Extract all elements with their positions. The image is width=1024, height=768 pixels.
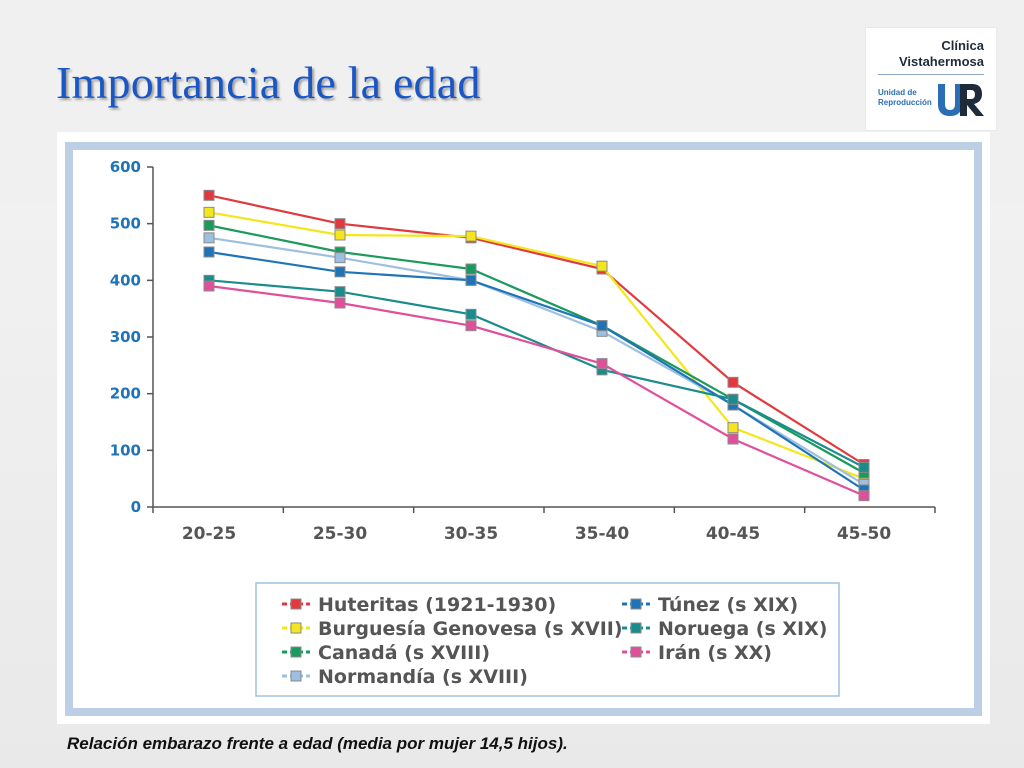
- logo-unit-line1: Unidad de: [878, 88, 917, 97]
- series-line: [208, 284, 865, 497]
- data-point: [465, 230, 477, 242]
- data-point: [203, 219, 215, 231]
- data-point: [858, 461, 870, 473]
- legend-label: Huteritas (1921-1930): [318, 594, 556, 616]
- data-point: [596, 358, 608, 370]
- data-point: [334, 229, 346, 241]
- ur-logo-mark-icon: [938, 84, 984, 116]
- data-point: [203, 232, 215, 244]
- legend-swatch-marker: [290, 646, 302, 658]
- line-chart: 0 100 200 300 400 500 600 20-25 25-30 30-35 35-40 4…: [110, 158, 936, 697]
- clinic-logo: Clínica Vistahermosa Unidad de Reproducc…: [866, 28, 996, 130]
- legend-swatch-marker: [630, 646, 642, 658]
- slide-caption: Relación embarazo frente a edad (media p…: [67, 734, 568, 753]
- data-point: [727, 433, 739, 445]
- chart-frame: 0 100 200 300 400 500 600 20-25 25-30 30-35 35-40 4…: [65, 142, 982, 716]
- data-point: [203, 246, 215, 258]
- y-tick-label: 0: [131, 498, 141, 516]
- legend-label: Noruega (s XIX): [658, 618, 827, 640]
- legend-swatch-marker: [290, 622, 302, 634]
- logo-name-line1: Clínica: [941, 38, 984, 53]
- series-line: [208, 211, 865, 480]
- data-point: [334, 297, 346, 309]
- legend-label: Normandía (s XVIII): [318, 666, 528, 688]
- chart-panel: 0 100 200 300 400 500 600 20-25 25-30 30-35 35-40 4…: [57, 132, 990, 724]
- data-point: [727, 422, 739, 434]
- data-point: [596, 320, 608, 332]
- x-tick-label: 45-50: [837, 524, 892, 544]
- legend-swatch-marker: [290, 670, 302, 682]
- legend-label: Irán (s XX): [658, 642, 772, 664]
- logo-divider: [878, 74, 984, 75]
- data-point: [465, 274, 477, 286]
- y-tick-label: 300: [110, 328, 141, 346]
- series-line: [208, 194, 865, 466]
- data-point: [858, 490, 870, 502]
- data-point: [465, 320, 477, 332]
- x-tick-label: 35-40: [575, 524, 630, 544]
- data-point: [727, 376, 739, 388]
- data-point: [465, 263, 477, 275]
- legend-label: Canadá (s XVIII): [318, 642, 490, 664]
- x-tick-label: 40-45: [706, 524, 760, 544]
- y-tick-label: 500: [110, 215, 141, 233]
- series-line: [208, 279, 865, 469]
- series-line: [208, 250, 865, 491]
- x-tick-label: 30-35: [444, 524, 498, 544]
- data-point: [727, 393, 739, 405]
- legend-label: Burguesía Genovesa (s XVII): [318, 618, 623, 640]
- x-tick-label: 20-25: [182, 524, 236, 544]
- logo-unit: Unidad de Reproducción: [878, 88, 932, 108]
- legend-box: [255, 582, 840, 697]
- data-point: [465, 308, 477, 320]
- data-point: [334, 218, 346, 230]
- data-point: [334, 286, 346, 298]
- data-point: [334, 252, 346, 264]
- logo-name-line2: Vistahermosa: [898, 54, 984, 69]
- legend-label: Túnez (s XIX): [658, 594, 798, 616]
- data-point: [334, 266, 346, 278]
- y-tick-label: 400: [110, 271, 141, 289]
- slide-title: Importancia de la edad: [56, 57, 481, 108]
- y-tick-label: 100: [110, 441, 141, 459]
- legend-swatch-marker: [630, 598, 642, 610]
- series-line: [208, 224, 865, 474]
- y-tick-label: 200: [110, 385, 141, 403]
- legend-swatch-marker: [290, 598, 302, 610]
- x-tick-label: 25-30: [313, 524, 368, 544]
- legend-swatch-marker: [630, 622, 642, 634]
- data-point: [203, 206, 215, 218]
- y-tick-label: 600: [110, 158, 141, 176]
- data-point: [596, 260, 608, 272]
- logo-unit-line2: Reproducción: [878, 98, 932, 107]
- series-line: [208, 236, 865, 486]
- logo-name: Clínica Vistahermosa: [899, 38, 984, 70]
- data-point: [203, 189, 215, 201]
- data-point: [203, 280, 215, 292]
